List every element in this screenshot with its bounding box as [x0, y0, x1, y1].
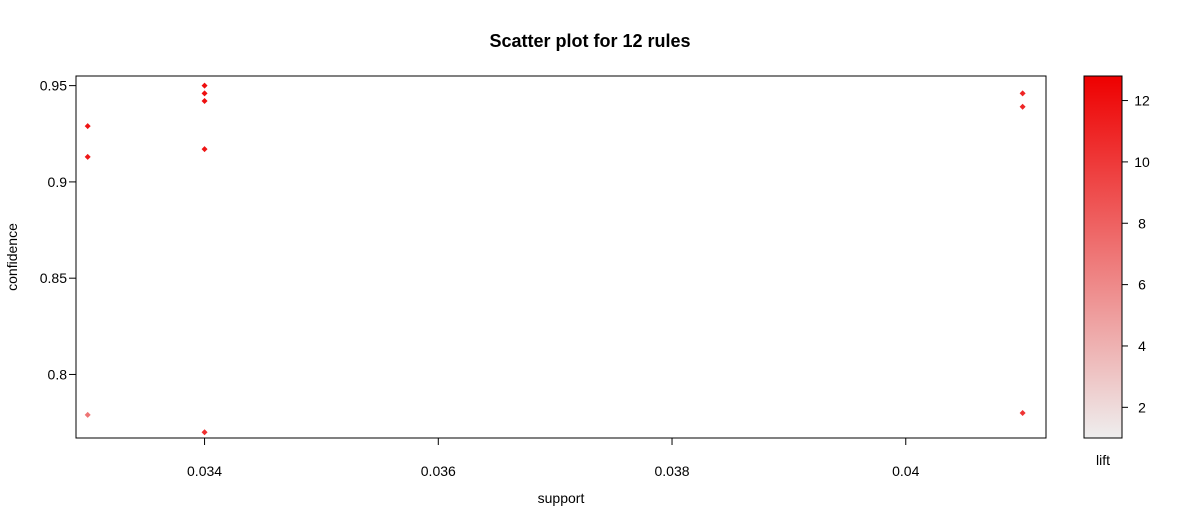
x-axis-label: support — [538, 490, 585, 506]
data-point — [1019, 90, 1026, 97]
x-tick-label: 0.036 — [421, 463, 456, 479]
data-point — [201, 146, 208, 153]
colorbar-tick-label: 4 — [1138, 338, 1146, 354]
data-points — [84, 82, 1026, 436]
data-point — [201, 82, 208, 89]
data-point — [201, 98, 208, 105]
colorbar-tick-label: 8 — [1138, 215, 1146, 231]
y-axis-label: confidence — [4, 223, 20, 291]
colorbar-tick-label: 12 — [1134, 93, 1150, 109]
x-tick-label: 0.038 — [655, 463, 690, 479]
x-axis: 0.034 0.036 0.038 0.04 — [187, 438, 920, 479]
x-tick-label: 0.04 — [892, 463, 919, 479]
y-axis: 0.8 0.85 0.9 0.95 — [40, 78, 76, 382]
data-point — [201, 429, 208, 436]
colorbar-tick-label: 2 — [1138, 399, 1146, 415]
y-tick-label: 0.8 — [48, 366, 68, 382]
y-tick-label: 0.9 — [48, 174, 68, 190]
data-point — [84, 411, 91, 418]
y-tick-label: 0.95 — [40, 78, 67, 94]
data-point — [84, 123, 91, 130]
data-point — [1019, 103, 1026, 110]
plot-area — [75, 75, 1047, 439]
colorbar-ticks: 2 4 6 8 10 12 — [1122, 93, 1150, 415]
colorbar-label: lift — [1096, 452, 1110, 468]
data-point — [84, 153, 91, 160]
x-tick-label: 0.034 — [187, 463, 222, 479]
colorbar — [1083, 75, 1123, 439]
chart-title: Scatter plot for 12 rules — [489, 31, 690, 51]
colorbar-tick-label: 6 — [1138, 277, 1146, 293]
y-tick-label: 0.85 — [40, 270, 67, 286]
colorbar-tick-label: 10 — [1134, 154, 1150, 170]
data-point — [201, 90, 208, 97]
data-point — [1019, 409, 1026, 416]
